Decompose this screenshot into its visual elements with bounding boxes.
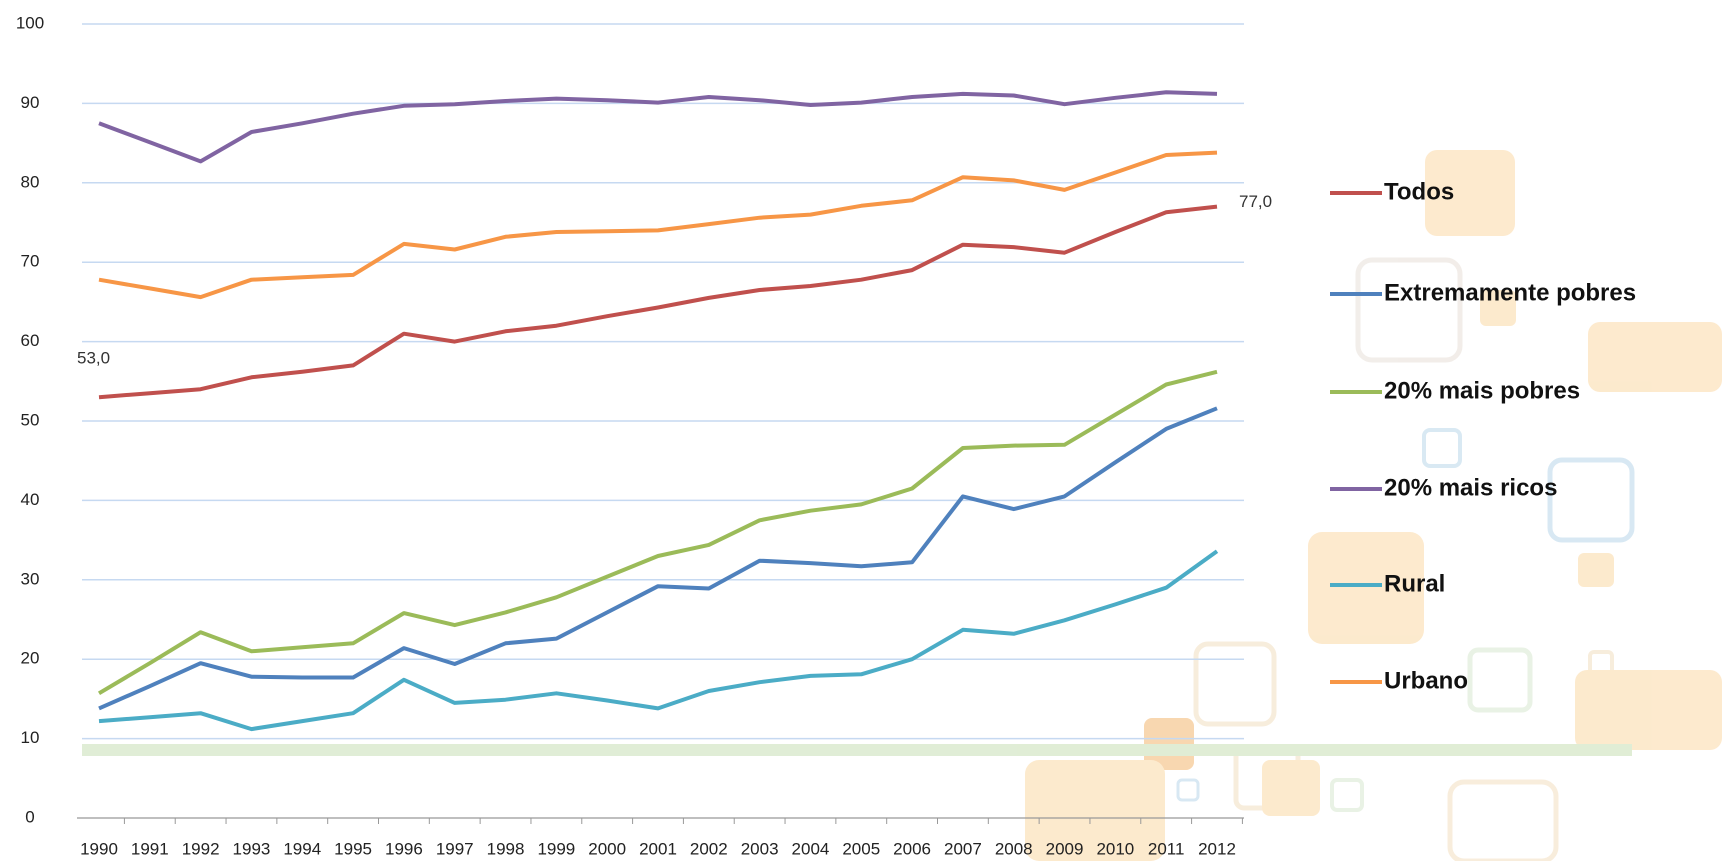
x-tick-label: 2003 <box>741 839 779 858</box>
y-tick-label: 60 <box>21 331 40 350</box>
y-tick-label: 40 <box>21 490 40 509</box>
y-tick-label: 30 <box>21 569 40 588</box>
x-tick-label: 1995 <box>334 839 372 858</box>
x-tick-label: 1990 <box>80 839 118 858</box>
series-line <box>98 406 1218 711</box>
legend-label: Todos <box>1384 178 1454 205</box>
x-tick-label: 1996 <box>385 839 423 858</box>
legend-label: Urbano <box>1384 667 1468 694</box>
x-tick-label: 1999 <box>537 839 575 858</box>
data-label: 77,0 <box>1239 192 1272 211</box>
x-tick-label: 2006 <box>893 839 931 858</box>
grid: 0 10 20 30 40 50 60 70 80 90 100 1990 1991 1992 1993 19… <box>16 13 1244 858</box>
y-tick-label: 100 <box>16 13 44 32</box>
x-tick-label: 1992 <box>182 839 220 858</box>
legend-label: Rural <box>1384 570 1445 597</box>
x-tick-label: 2000 <box>588 839 626 858</box>
x-tick-label: 2004 <box>792 839 830 858</box>
y-tick-label: 0 <box>25 807 34 826</box>
x-tick-label: 1997 <box>436 839 474 858</box>
x-tick-label: 2008 <box>995 839 1033 858</box>
x-tick-label: 2007 <box>944 839 982 858</box>
x-tick-label: 2012 <box>1198 839 1236 858</box>
y-tick-label: 10 <box>21 728 40 747</box>
x-tick-label: 2010 <box>1096 839 1134 858</box>
data-label: 53,0 <box>77 349 110 368</box>
legend-label: 20% mais ricos <box>1384 474 1557 501</box>
legend-label: Extremamente pobres <box>1384 279 1636 306</box>
series-line <box>98 549 1219 732</box>
x-tick-label: 1991 <box>131 839 169 858</box>
x-tick-label: 1994 <box>283 839 321 858</box>
y-tick-label: 20 <box>21 649 40 668</box>
series-line <box>98 150 1218 300</box>
series-line <box>97 369 1218 696</box>
background-decoration <box>82 150 1722 861</box>
series-lines: 53,0 77,0 <box>77 90 1272 732</box>
y-tick-label: 90 <box>21 93 40 112</box>
y-tick-label: 70 <box>21 252 40 271</box>
x-tick-label: 2005 <box>842 839 880 858</box>
x-tick-label: 1993 <box>233 839 271 858</box>
x-tick-label: 2011 <box>1148 839 1185 858</box>
legend: Todos Extremamente pobres 20% mais pobres 2… <box>1330 178 1636 694</box>
series-line <box>98 90 1218 164</box>
x-tick-label: 2001 <box>639 839 677 858</box>
x-tick-label: 2009 <box>1046 839 1084 858</box>
y-tick-label: 80 <box>21 172 40 191</box>
legend-label: 20% mais pobres <box>1384 377 1580 404</box>
y-tick-label: 50 <box>21 410 40 429</box>
series-line <box>98 204 1218 400</box>
x-tick-label: 1998 <box>487 839 525 858</box>
x-tick-label: 2002 <box>690 839 728 858</box>
